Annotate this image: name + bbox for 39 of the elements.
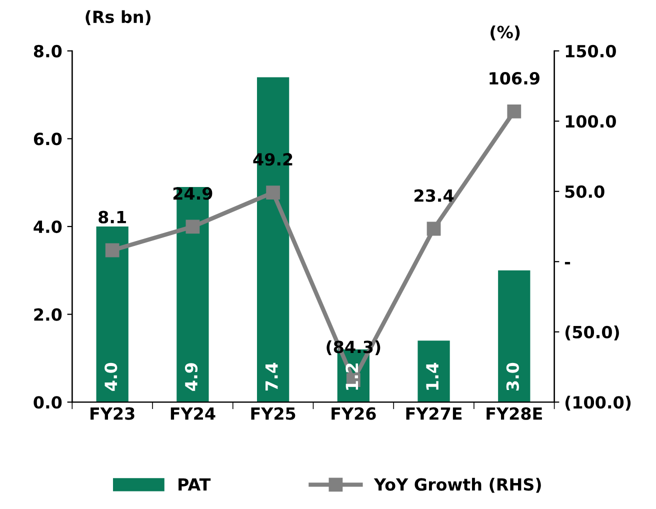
- x-tick-label: FY26: [332, 407, 376, 420]
- y2-tick-label: 150.0: [566, 44, 616, 58]
- data-label: 1.2: [346, 363, 358, 390]
- x-tick-label: FY27E: [406, 407, 462, 420]
- y2-tick-label: (100.0): [565, 396, 631, 411]
- y2-tick-label: -: [564, 262, 570, 264]
- bar: [498, 270, 530, 402]
- y-axis-title: (Rs bn): [86, 10, 150, 26]
- point: [426, 222, 441, 236]
- data-label: 1.4: [426, 362, 438, 390]
- data-label: 8.1: [98, 210, 126, 224]
- data-label: 3.0: [506, 362, 519, 390]
- x-tick-label: FY28E: [486, 407, 542, 420]
- x-tick-label: FY23: [90, 407, 134, 420]
- y2-tick-label: 50.0: [565, 185, 604, 198]
- y-tick-label: 6.0: [34, 132, 62, 146]
- point: [507, 104, 522, 118]
- data-label: (84.3): [326, 340, 380, 356]
- point: [105, 243, 120, 258]
- data-label: 4.0: [104, 362, 118, 391]
- y2-axis-title: (%): [490, 26, 520, 40]
- y2-tick-label: (50.0): [565, 326, 619, 340]
- data-label: 106.9: [490, 72, 540, 85]
- legend-label: YoY Growth (RHS): [374, 478, 541, 493]
- y2-tick-label: 100.0: [566, 115, 616, 128]
- y-tick-label: 0.0: [34, 396, 62, 409]
- bar: [418, 340, 450, 402]
- y-tick-label: 4.0: [34, 220, 62, 234]
- data-label: 23.4: [414, 189, 454, 202]
- data-label: 4.9: [184, 363, 198, 391]
- x-tick-label: FY25: [251, 407, 296, 420]
- bar: [96, 226, 128, 402]
- point: [266, 186, 280, 200]
- point: [186, 220, 200, 234]
- y-tick-label: 2.0: [34, 308, 62, 321]
- data-label: 7.4: [266, 362, 278, 390]
- x-tick-label: FY24: [170, 407, 216, 420]
- y-tick-label: 8.0: [34, 44, 62, 58]
- legend-label: PAT: [178, 478, 211, 491]
